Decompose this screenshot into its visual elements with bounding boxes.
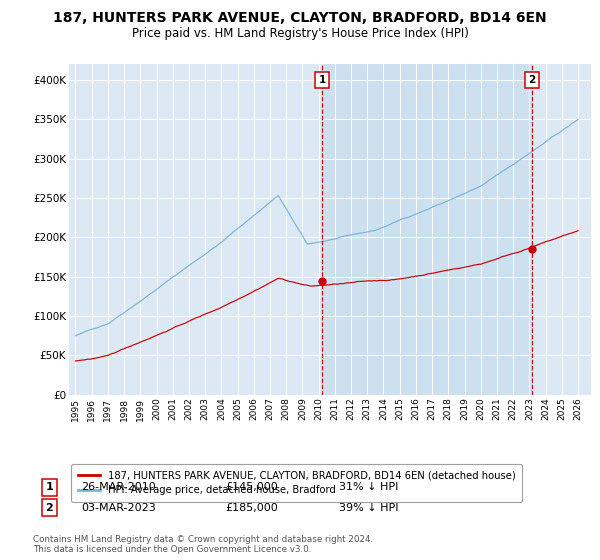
Legend: 187, HUNTERS PARK AVENUE, CLAYTON, BRADFORD, BD14 6EN (detached house), HPI: Ave: 187, HUNTERS PARK AVENUE, CLAYTON, BRADF… [71,464,522,502]
Text: 26-MAR-2010: 26-MAR-2010 [81,482,156,492]
Text: £185,000: £185,000 [225,503,278,513]
Text: 2: 2 [529,75,536,85]
Text: 03-MAR-2023: 03-MAR-2023 [81,503,156,513]
Bar [322,64,532,395]
Text: 1: 1 [319,75,326,85]
Text: 187, HUNTERS PARK AVENUE, CLAYTON, BRADFORD, BD14 6EN: 187, HUNTERS PARK AVENUE, CLAYTON, BRADF… [53,11,547,25]
Text: Contains HM Land Registry data © Crown copyright and database right 2024.
This d: Contains HM Land Registry data © Crown c… [33,535,373,554]
Text: 39% ↓ HPI: 39% ↓ HPI [339,503,398,513]
Text: £145,000: £145,000 [225,482,278,492]
Text: 1: 1 [46,482,53,492]
Text: 2: 2 [46,503,53,513]
Text: 31% ↓ HPI: 31% ↓ HPI [339,482,398,492]
Text: Price paid vs. HM Land Registry's House Price Index (HPI): Price paid vs. HM Land Registry's House … [131,27,469,40]
